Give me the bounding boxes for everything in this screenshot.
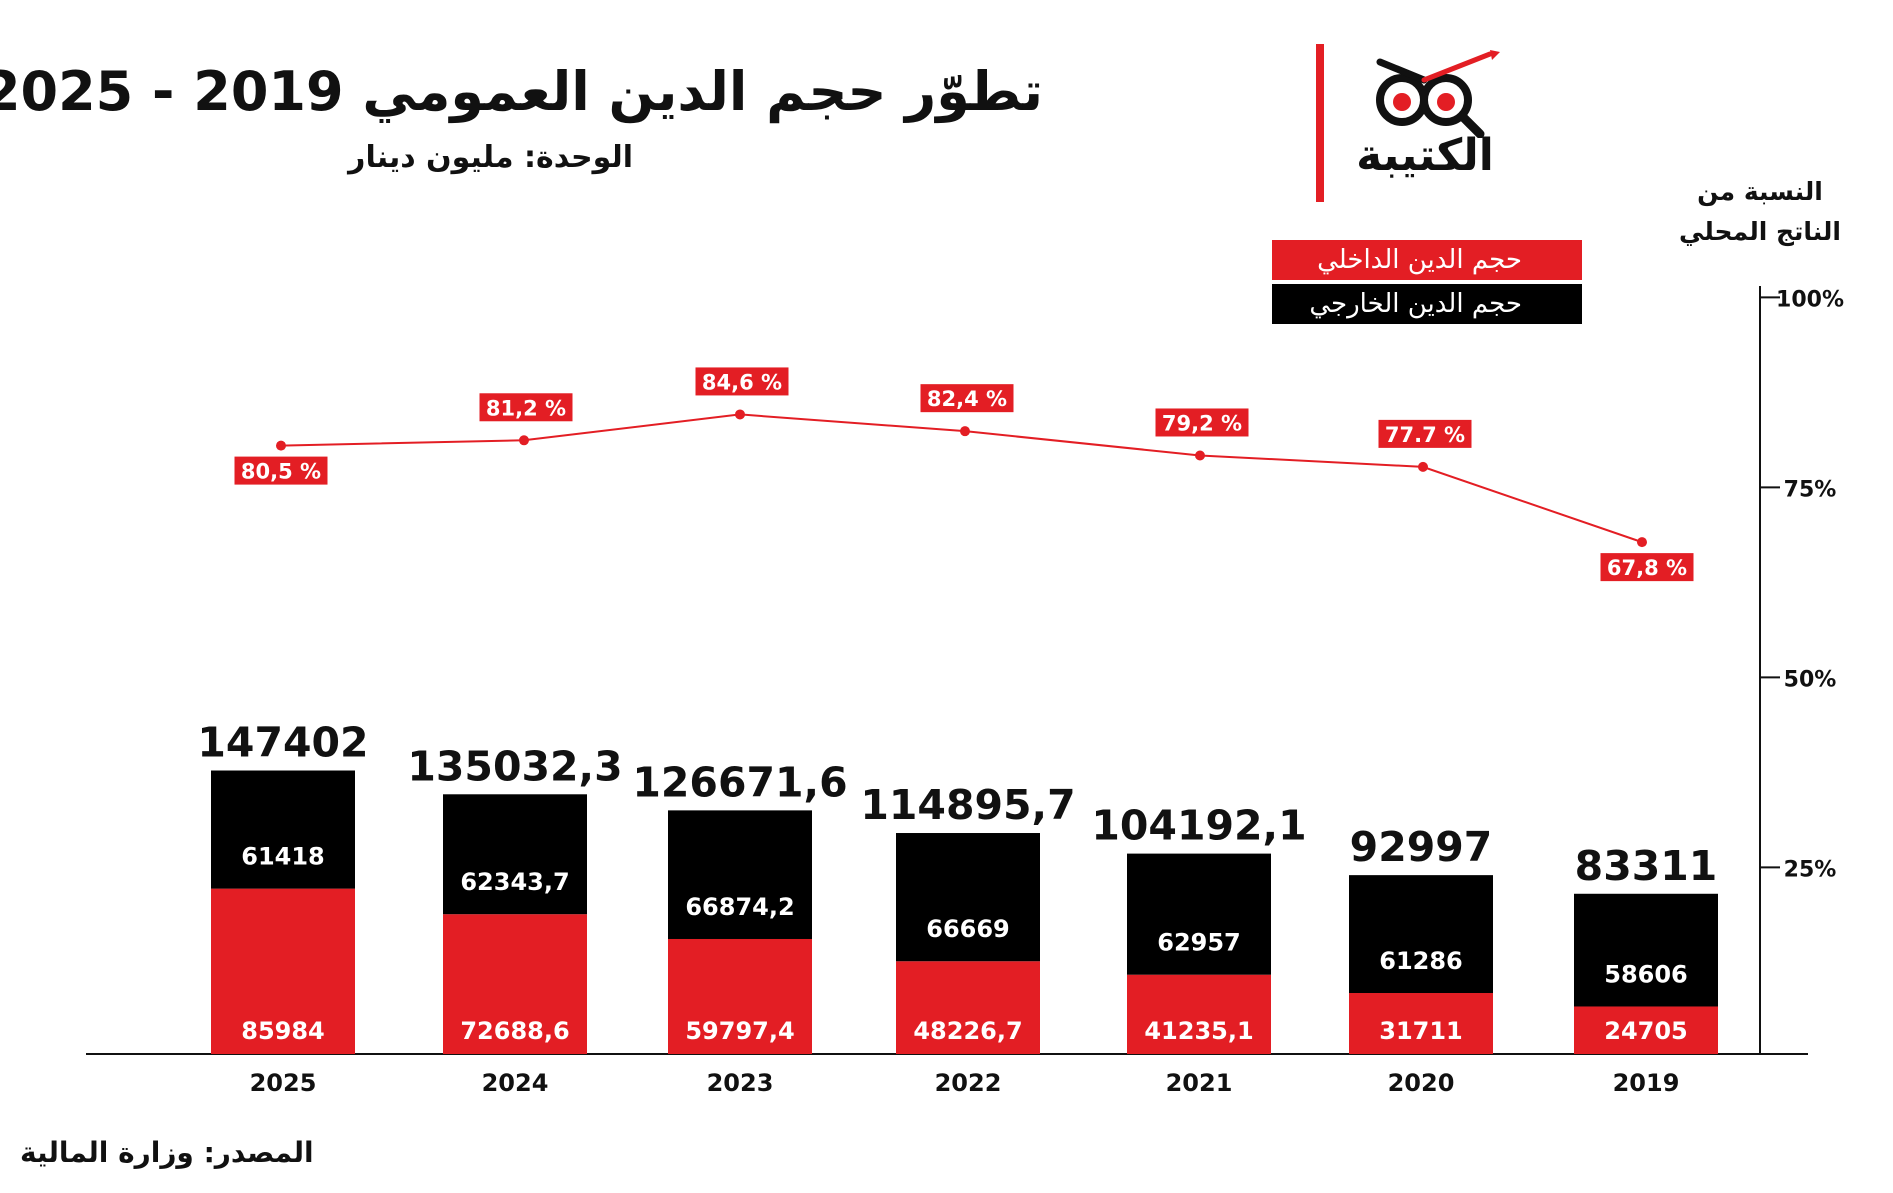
data-label-domestic: 41235,1	[1144, 1017, 1253, 1045]
logo-eyes-icon	[1376, 50, 1500, 139]
data-label-external: 62957	[1157, 929, 1241, 957]
bar-external	[668, 810, 812, 939]
x-tick-label: 2020	[1388, 1069, 1455, 1097]
gdp-ratio-label: 67,8 %	[1607, 556, 1687, 580]
gdp-ratio-label: 81,2 %	[486, 396, 566, 420]
gdp-ratio-label: 84,6 %	[702, 370, 782, 394]
gdp-ratio-label: 82,4 %	[927, 387, 1007, 411]
right-axis-tick-label: 50%	[1784, 667, 1837, 692]
gdp-ratio-label-bg	[1600, 553, 1694, 582]
total-label: 92997	[1350, 823, 1493, 871]
bar-domestic	[211, 888, 355, 1054]
unit-label: الوحدة: مليون دينار	[348, 140, 633, 175]
total-label: 104192,1	[1091, 802, 1306, 850]
total-label: 83311	[1575, 842, 1718, 890]
bar-domestic	[668, 938, 812, 1054]
gdp-ratio-point	[276, 440, 286, 451]
total-label: 135032,3	[407, 742, 622, 790]
gdp-ratio-point	[960, 426, 970, 437]
data-label-external: 62343,7	[460, 868, 569, 896]
data-label-external: 66874,2	[685, 893, 794, 921]
right-axis-title-line1: النسبة من	[1697, 177, 1823, 206]
gdp-ratio-point	[1195, 450, 1205, 461]
logo: الكتيبة	[1340, 48, 1510, 188]
gdp-ratio-point	[1418, 461, 1428, 472]
legend-external: حجم الدين الخارجي	[1272, 284, 1582, 324]
header-divider	[1316, 44, 1324, 202]
total-label: 126671,6	[632, 758, 847, 806]
gdp-ratio-point	[735, 409, 745, 420]
right-axis-tick-label: 100%	[1776, 287, 1844, 312]
bar-domestic	[1349, 993, 1493, 1054]
x-tick-label: 2019	[1613, 1069, 1680, 1097]
gdp-ratio-label-bg	[1155, 408, 1249, 437]
gdp-ratio-point	[1637, 537, 1647, 548]
bar-external	[1349, 875, 1493, 994]
data-label-domestic: 59797,4	[685, 1017, 794, 1045]
data-label-domestic: 31711	[1379, 1017, 1463, 1045]
data-label-domestic: 72688,6	[460, 1017, 569, 1045]
bar-external	[1574, 893, 1718, 1007]
gdp-ratio-label-bg	[234, 456, 328, 485]
source-note: المصدر: وزارة المالية	[20, 1136, 314, 1169]
gdp-ratio-label: 77.7 %	[1385, 423, 1465, 447]
data-label-external: 61286	[1379, 947, 1463, 975]
right-axis-tick-label: 75%	[1784, 477, 1837, 502]
legend-domestic: حجم الدين الداخلي	[1272, 240, 1582, 280]
data-label-external: 66669	[926, 915, 1010, 943]
bar-domestic	[1127, 974, 1271, 1054]
bar-external	[443, 794, 587, 915]
bar-domestic	[443, 914, 587, 1054]
bar-external	[896, 833, 1040, 962]
right-axis-title-line2: الناتج المحلي	[1679, 217, 1841, 246]
x-tick-label: 2024	[482, 1069, 549, 1097]
gdp-ratio-label-bg	[695, 367, 789, 396]
gdp-ratio-label: 80,5 %	[241, 460, 321, 484]
right-axis-tick-label: 25%	[1784, 857, 1837, 882]
bar-domestic	[1574, 1006, 1718, 1054]
gdp-ratio-point	[519, 435, 529, 446]
data-label-domestic: 48226,7	[913, 1017, 1022, 1045]
x-tick-label: 2021	[1166, 1069, 1233, 1097]
logo-text: الكتيبة	[1356, 130, 1494, 181]
data-label-domestic: 24705	[1604, 1017, 1688, 1045]
x-tick-label: 2022	[935, 1069, 1002, 1097]
x-tick-label: 2023	[707, 1069, 774, 1097]
total-label: 114895,7	[860, 781, 1075, 829]
data-label-external: 58606	[1604, 960, 1688, 988]
chart-title: تطوّر حجم الدين العمومي 2019 - 2025	[0, 60, 1043, 123]
total-label: 147402	[197, 719, 368, 767]
gdp-ratio-label-bg	[920, 384, 1014, 413]
bar-external	[1127, 853, 1271, 975]
bar-external	[211, 770, 355, 889]
gdp-ratio-label-bg	[1378, 419, 1472, 448]
bar-domestic	[896, 961, 1040, 1054]
x-tick-label: 2025	[250, 1069, 317, 1097]
gdp-ratio-label-bg	[479, 393, 573, 422]
gdp-ratio-label: 79,2 %	[1162, 411, 1242, 435]
data-label-external: 61418	[241, 843, 325, 871]
data-label-domestic: 85984	[241, 1017, 325, 1045]
right-axis-title: النسبة من الناتج المحلي	[1660, 172, 1860, 252]
